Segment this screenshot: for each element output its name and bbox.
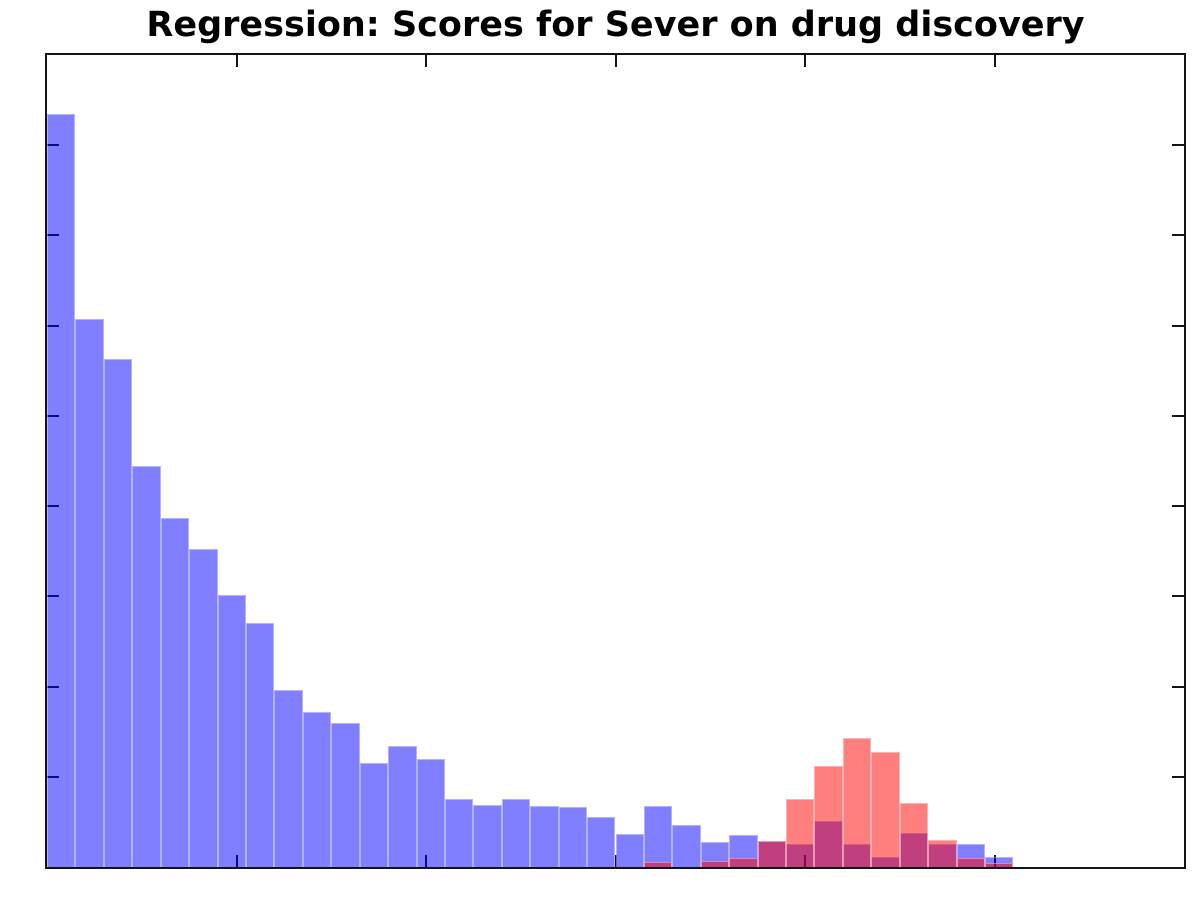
histogram-bar-blue-distribution-bin-9 <box>274 690 303 867</box>
histogram-bar-blue-distribution-bin-20 <box>587 817 616 867</box>
histogram-bar-red-distribution-bin-30 <box>871 752 900 867</box>
histogram-bar-red-distribution-bin-24 <box>700 860 730 867</box>
histogram-bar-red-distribution-bin-32 <box>928 839 957 867</box>
y-tick-right <box>1172 325 1184 327</box>
histogram-bar-red-distribution-bin-33 <box>956 857 986 867</box>
histogram-bar-blue-distribution-bin-5 <box>160 517 190 867</box>
x-tick-top <box>615 55 617 67</box>
y-tick-right <box>1172 505 1184 507</box>
histogram-bar-blue-distribution-bin-13 <box>388 746 417 867</box>
histogram-bar-blue-distribution-bin-7 <box>217 594 246 867</box>
histogram-bar-blue-distribution-bin-22 <box>643 805 673 867</box>
histogram-bar-blue-distribution-bin-2 <box>75 319 104 867</box>
histogram-bar-red-distribution-bin-31 <box>899 802 929 867</box>
histogram-bar-blue-distribution-bin-4 <box>132 465 161 867</box>
chart-title: Regression: Scores for Sever on drug dis… <box>146 5 1085 45</box>
histogram-bar-red-distribution-bin-27 <box>786 799 815 867</box>
histogram-bar-blue-distribution-bin-1 <box>47 113 76 867</box>
histogram-bar-blue-distribution-bin-17 <box>501 799 531 867</box>
histogram-bar-red-distribution-bin-26 <box>757 840 787 867</box>
histogram-bar-blue-distribution-bin-34 <box>985 857 1014 867</box>
x-tick-top <box>804 55 806 67</box>
histogram-bar-blue-distribution-bin-12 <box>359 763 389 867</box>
histogram-bar-red-distribution-bin-25 <box>729 857 758 867</box>
histogram-bar-blue-distribution-bin-6 <box>189 548 218 867</box>
histogram-bar-blue-distribution-bin-3 <box>103 359 133 867</box>
histogram-bar-blue-distribution-bin-11 <box>331 722 360 867</box>
histogram-bar-blue-distribution-bin-18 <box>530 805 559 867</box>
y-tick-right <box>1172 776 1184 778</box>
x-tick-top <box>994 55 996 67</box>
histogram-bar-blue-distribution-bin-14 <box>416 758 445 867</box>
plot-area <box>45 53 1186 869</box>
x-tick-top <box>425 55 427 67</box>
histogram-bar-blue-distribution-bin-21 <box>615 833 644 867</box>
histogram-bar-blue-distribution-bin-10 <box>302 711 332 867</box>
y-tick-right <box>1172 595 1184 597</box>
y-tick-right <box>1172 415 1184 417</box>
histogram-bar-blue-distribution-bin-23 <box>672 824 701 867</box>
histogram-bar-blue-distribution-bin-19 <box>558 807 588 867</box>
histogram-bar-blue-distribution-bin-15 <box>444 799 474 867</box>
histogram-bar-blue-distribution-bin-8 <box>245 623 275 867</box>
histogram-bar-blue-distribution-bin-16 <box>473 804 502 867</box>
y-tick-right <box>1172 144 1184 146</box>
y-tick-right <box>1172 686 1184 688</box>
x-tick-top <box>236 55 238 67</box>
y-tick-right <box>1172 234 1184 236</box>
histogram-bar-red-distribution-bin-34 <box>985 863 1014 867</box>
histogram-bar-red-distribution-bin-22 <box>643 861 673 867</box>
histogram-bar-red-distribution-bin-28 <box>814 765 843 867</box>
histogram-bar-red-distribution-bin-29 <box>842 737 872 867</box>
